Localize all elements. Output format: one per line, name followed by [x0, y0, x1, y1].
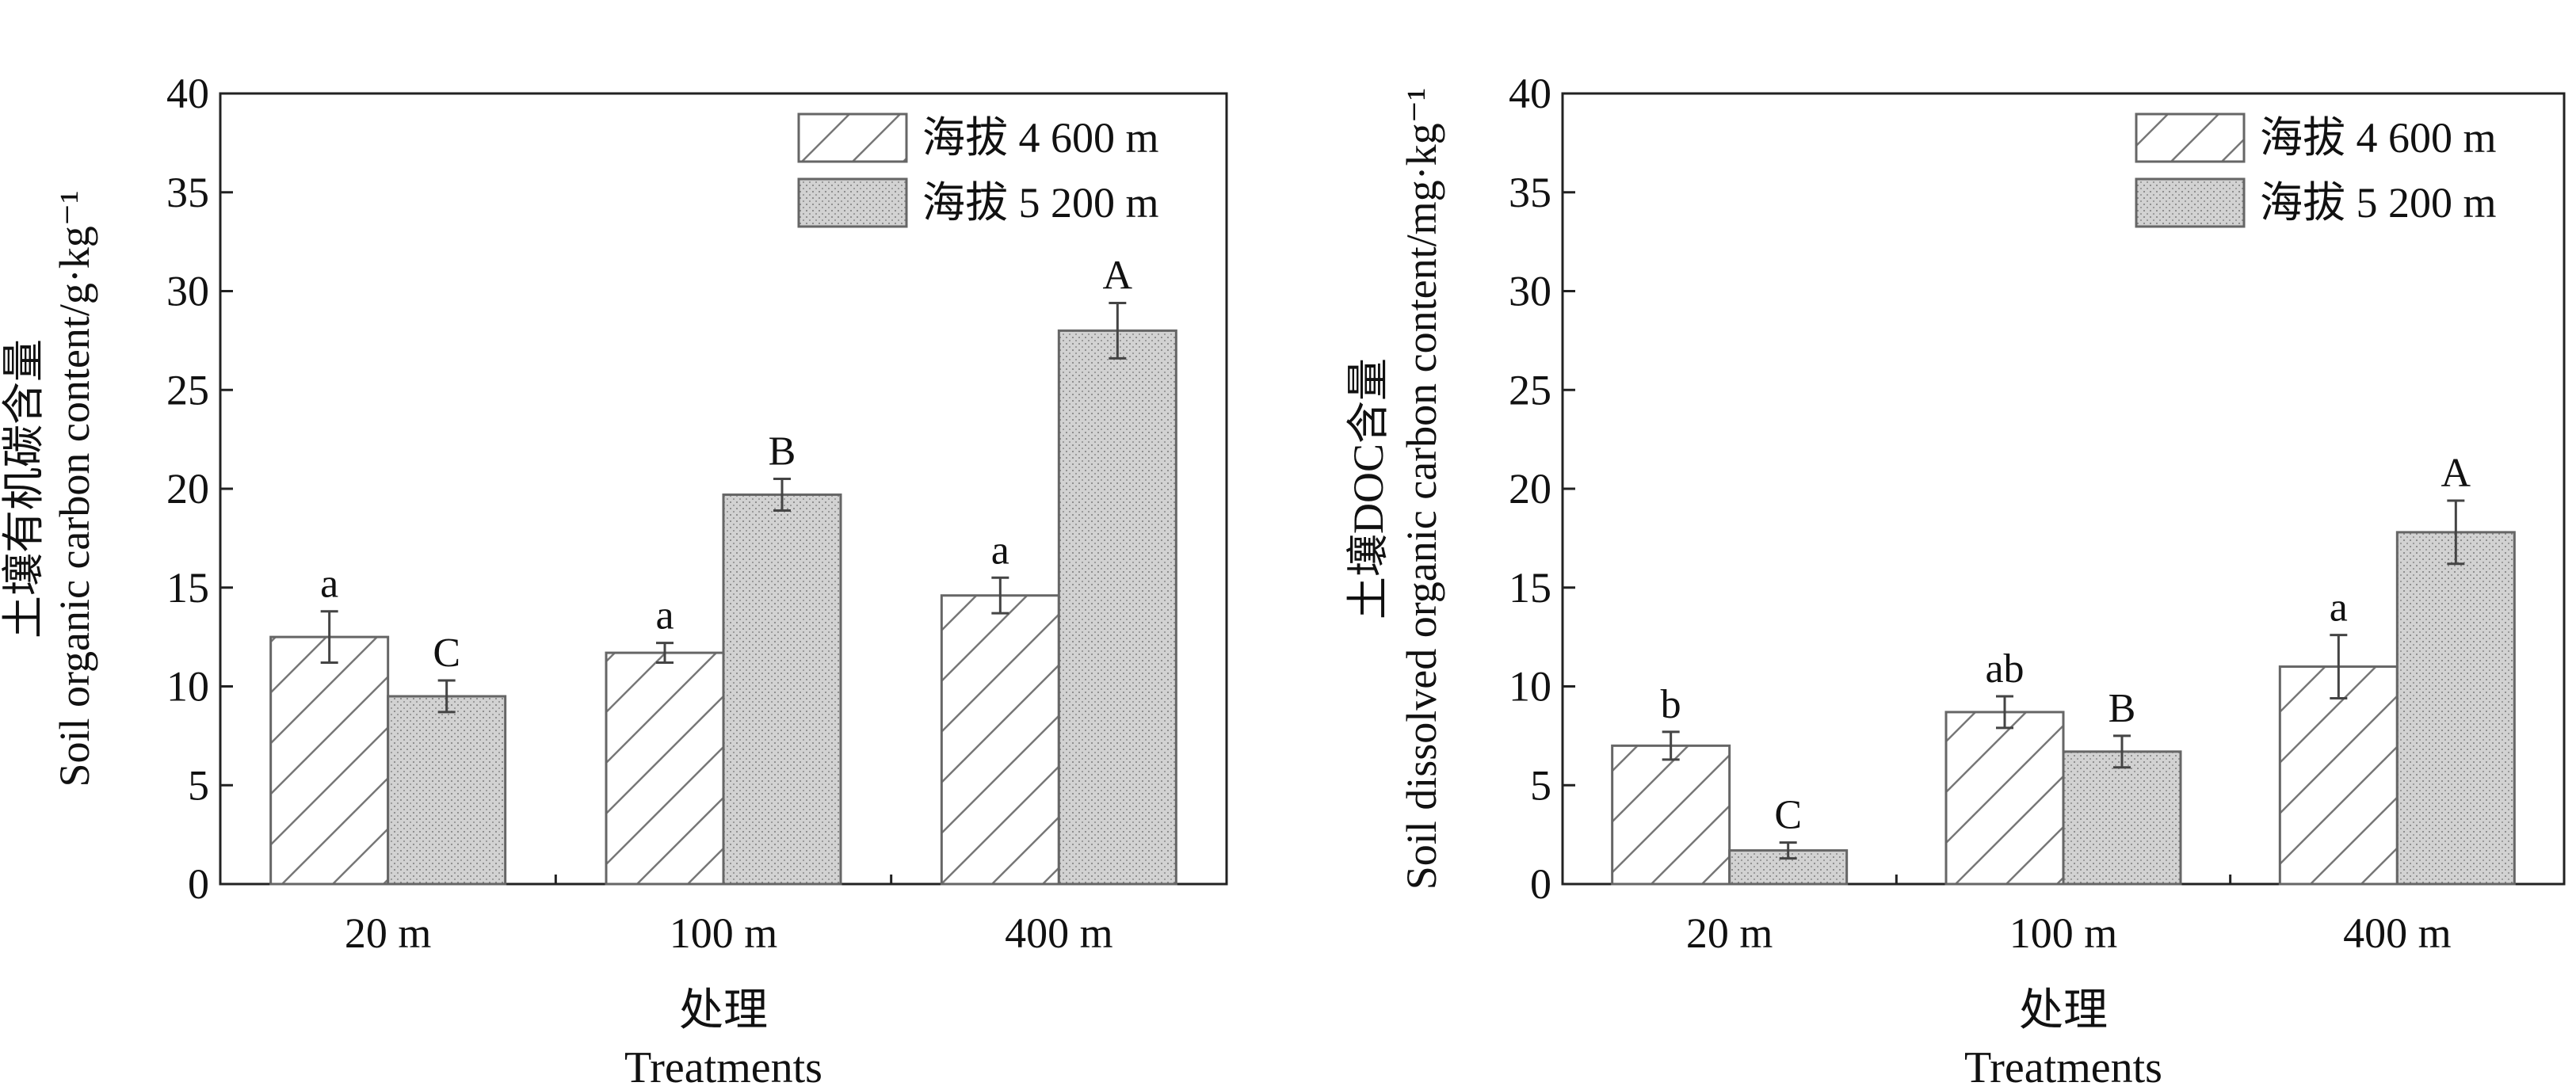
y-axis-title-cn: 土壤有机碳含量: [0, 339, 48, 638]
chart-panel-soil-organic-carbon: 0 5 10 15 20 25 30 35 40 20 m a C 100 m a B 400 m a A 海拔 4…: [0, 70, 1228, 1090]
bar-5200m: [722, 493, 842, 886]
x-tick-label: 100 m: [2009, 909, 2118, 957]
y-tick-label: 20: [166, 465, 209, 513]
x-tick-label: 400 m: [1005, 909, 1113, 957]
significance-letter: A: [2441, 451, 2471, 496]
y-tick-label: 35: [1509, 169, 1551, 216]
bar-5200m: [2062, 750, 2182, 886]
y-tick-label: 40: [166, 70, 209, 117]
significance-letter: a: [655, 593, 674, 638]
y-tick-label: 30: [166, 268, 209, 315]
significance-letter: a: [2330, 585, 2348, 631]
bar-5200m: [387, 695, 507, 886]
bar-4600m: [605, 651, 725, 886]
significance-letter: a: [991, 528, 1009, 573]
legend-swatch: [2135, 177, 2246, 228]
bar-5200m: [2395, 531, 2516, 886]
legend-swatch: [797, 112, 908, 163]
x-tick-label: 20 m: [345, 909, 432, 957]
x-axis-title-en: Treatments: [1964, 1043, 2162, 1090]
x-tick-label: 400 m: [2343, 909, 2452, 957]
bar-4600m: [940, 594, 1060, 886]
legend-swatch: [797, 177, 908, 228]
y-tick-label: 15: [1509, 564, 1551, 612]
y-tick-label: 5: [1530, 761, 1551, 809]
y-tick-label: 10: [1509, 663, 1551, 711]
bar-4600m: [1611, 744, 1731, 886]
significance-letter: B: [769, 429, 796, 474]
y-tick-label: 20: [1509, 465, 1551, 513]
x-tick-label: 100 m: [670, 909, 778, 957]
legend-label: 海拔 5 200 m: [2260, 179, 2497, 227]
y-tick-label: 0: [1530, 860, 1551, 908]
legend-label: 海拔 5 200 m: [922, 179, 1159, 227]
y-tick-label: 30: [1509, 268, 1551, 315]
y-tick-label: 15: [166, 564, 209, 612]
x-axis-title-en: Treatments: [624, 1043, 822, 1090]
significance-letter: a: [320, 562, 338, 607]
x-axis-title-cn: 处理: [679, 986, 768, 1035]
y-axis-title-en: Soil organic carbon content/g·kg⁻¹: [51, 190, 98, 787]
y-tick-label: 40: [1509, 70, 1551, 117]
significance-letter: B: [2109, 686, 2136, 731]
y-tick-label: 0: [188, 860, 209, 908]
significance-letter: b: [1661, 682, 1681, 727]
chart-panel-soil-doc: 0 5 10 15 20 25 30 35 40 20 m b C 100 m ab B 400 m a A 海拔 …: [1345, 70, 2566, 1090]
y-axis-title-en: Soil dissolved organic carbon content/mg…: [1398, 88, 1445, 890]
x-axis-title-cn: 处理: [2019, 986, 2108, 1035]
legend-label: 海拔 4 600 m: [922, 114, 1159, 162]
x-tick-label: 20 m: [1686, 909, 1773, 957]
y-tick-label: 25: [1509, 366, 1551, 414]
y-tick-label: 25: [166, 366, 209, 414]
significance-letter: C: [1774, 793, 1802, 838]
y-tick-label: 10: [166, 663, 209, 711]
y-tick-label: 5: [188, 761, 209, 809]
y-tick-label: 35: [166, 169, 209, 216]
significance-letter: C: [433, 631, 460, 676]
bar-5200m: [1057, 329, 1177, 886]
bar-4600m: [2278, 665, 2399, 886]
bar-4600m: [1944, 711, 2065, 886]
significance-letter: A: [1103, 253, 1133, 298]
significance-letter: ab: [1985, 646, 2024, 692]
bar-4600m: [269, 635, 390, 886]
y-axis-title-cn: 土壤DOC含量: [1345, 358, 1392, 619]
legend-label: 海拔 4 600 m: [2260, 114, 2497, 162]
legend-swatch: [2135, 112, 2246, 163]
